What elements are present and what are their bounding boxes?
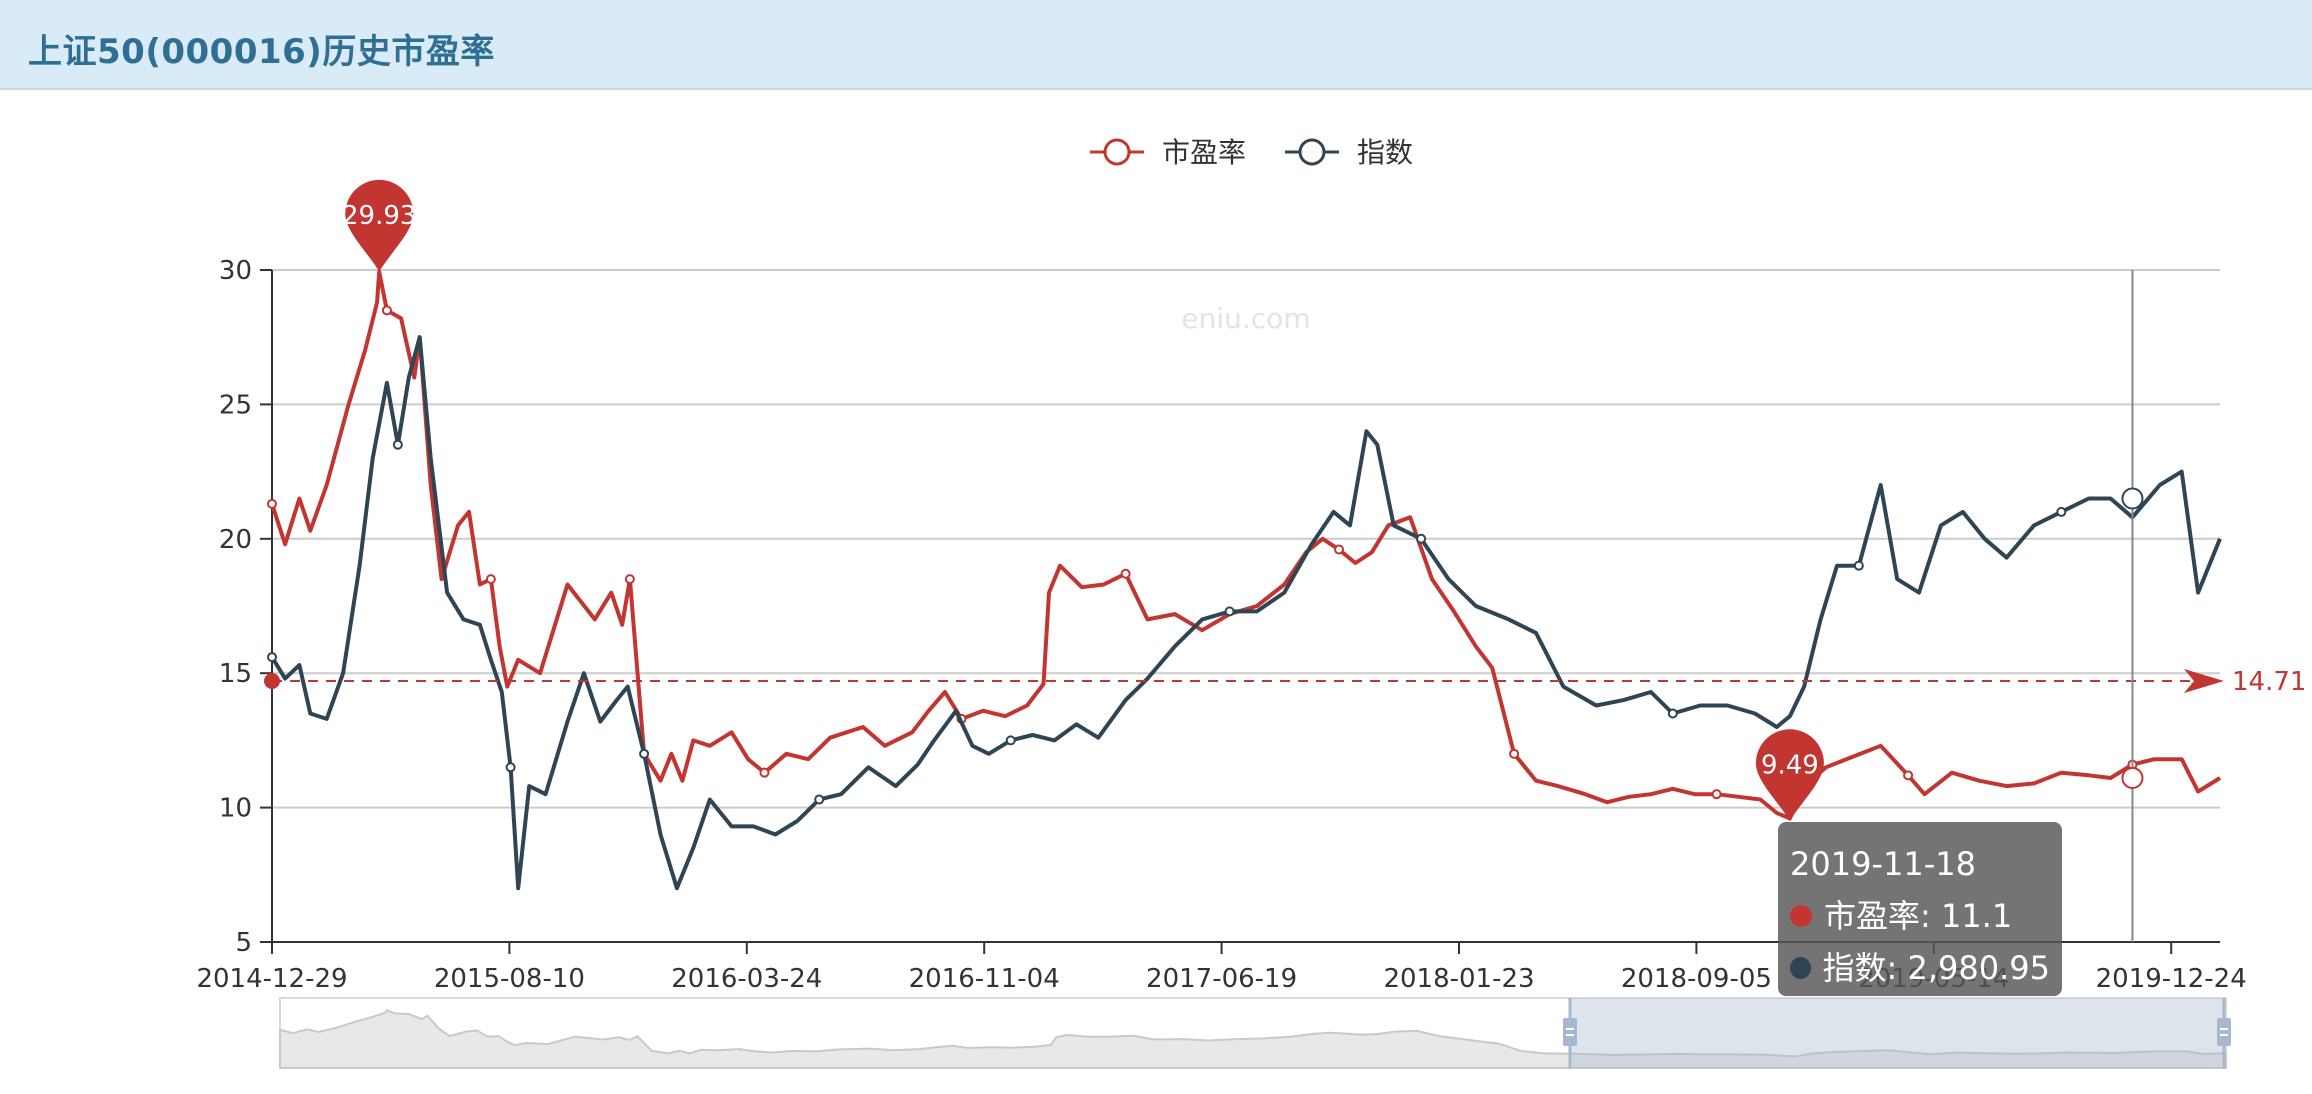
series-point [1509, 748, 1520, 759]
zoom-selection [1570, 998, 2224, 1068]
legend-circle-icon [1103, 138, 1131, 166]
x-tick-label: 2019-12-24 [2096, 964, 2247, 994]
x-tick-label: 2018-01-23 [1383, 964, 1534, 994]
y-tick-label: 20 [219, 525, 252, 555]
y-tick-label: 25 [219, 390, 252, 420]
average-start-dot [264, 672, 280, 689]
series-point [485, 574, 496, 585]
x-tick-label: 2016-11-04 [909, 964, 1060, 994]
page-header: 上证50(000016)历史市盈率 [0, 0, 2312, 90]
series-point [759, 767, 770, 778]
crosshair-pe-point [2121, 767, 2144, 790]
series-point [1853, 560, 1864, 571]
series-point [267, 652, 277, 663]
y-tick-label: 10 [219, 794, 252, 824]
legend-item-pe[interactable]: 市盈率 [1090, 136, 1246, 169]
y-tick-label: 5 [235, 928, 252, 958]
grid [272, 269, 2220, 809]
max-pin-marker [345, 179, 414, 272]
tooltip-date: 2019-11-18 [1790, 845, 1976, 883]
series [267, 269, 2222, 891]
series-point [2056, 506, 2067, 517]
tooltip-index-value: 指数: 2,980.95 [1822, 949, 2050, 987]
y-tick-label: 30 [219, 256, 252, 286]
page-title: 上证50(000016)历史市盈率 [28, 32, 495, 72]
series-point [1334, 544, 1345, 555]
pe-dot-icon [1790, 905, 1812, 927]
average-label: 14.71 [2232, 667, 2306, 697]
series-point [814, 794, 825, 805]
series-point [1667, 708, 1678, 719]
legend[interactable]: 市盈率 指数 [1090, 136, 1413, 169]
series-point [624, 574, 635, 585]
legend-item-index[interactable]: 指数 [1285, 136, 1413, 169]
series-point [639, 748, 650, 759]
series-point [392, 439, 403, 450]
chart-tooltip: 2019-11-18 市盈率: 11.1 指数: 2,980.95 [1778, 822, 2062, 996]
overlays: 14.71 29.93 9.49 [264, 179, 2306, 942]
index-dot-icon [1790, 957, 1811, 979]
series-point [1416, 533, 1427, 544]
watermark: eniu.com [1181, 302, 1310, 335]
crosshair-index-point [2121, 487, 2144, 510]
x-tick-label: 2018-09-05 [1621, 964, 1772, 994]
series-point [1224, 606, 1235, 617]
average-arrow-icon [2184, 668, 2224, 693]
x-tick-label: 2015-08-10 [434, 964, 585, 994]
x-tick-label: 2016-03-24 [671, 964, 822, 994]
index-series-line [270, 335, 2222, 891]
min-pin-marker [1755, 729, 1824, 822]
x-tick-label: 2014-12-29 [196, 964, 347, 994]
series-point [1120, 568, 1131, 579]
series-point [1903, 770, 1914, 781]
legend-label: 市盈率 [1162, 136, 1246, 169]
zoom-preview-area [279, 1008, 2227, 1069]
tooltip-index-row: 指数: 2,980.95 [1790, 942, 2050, 994]
tooltip-pe-row: 市盈率: 11.1 [1790, 890, 2050, 942]
pin-label: 9.49 [1761, 750, 1819, 780]
tooltip-pe-value: 市盈率: 11.1 [1824, 897, 2013, 935]
pe-history-chart[interactable]: eniu.com 5 10 15 20 25 30 2014-12-29 2015-08-10… [0, 90, 2312, 1094]
zoom-handle-left[interactable] [1563, 1018, 1577, 1046]
y-tick-label: 15 [219, 659, 252, 689]
series-point [505, 762, 516, 773]
series-point [267, 498, 277, 509]
x-tick-label: 2017-06-19 [1146, 964, 1297, 994]
axes: 5 10 15 20 25 30 2014-12-29 2015-08-10 2016-03-2… [196, 256, 2246, 994]
series-point [1005, 735, 1016, 746]
zoom-handle-right[interactable] [2217, 1018, 2231, 1046]
legend-label: 指数 [1357, 136, 1413, 169]
series-point [381, 305, 392, 316]
series-point [1711, 789, 1722, 800]
pin-label: 29.93 [342, 201, 416, 231]
data-zoom-slider[interactable] [279, 997, 2231, 1069]
legend-circle-icon [1298, 138, 1326, 166]
